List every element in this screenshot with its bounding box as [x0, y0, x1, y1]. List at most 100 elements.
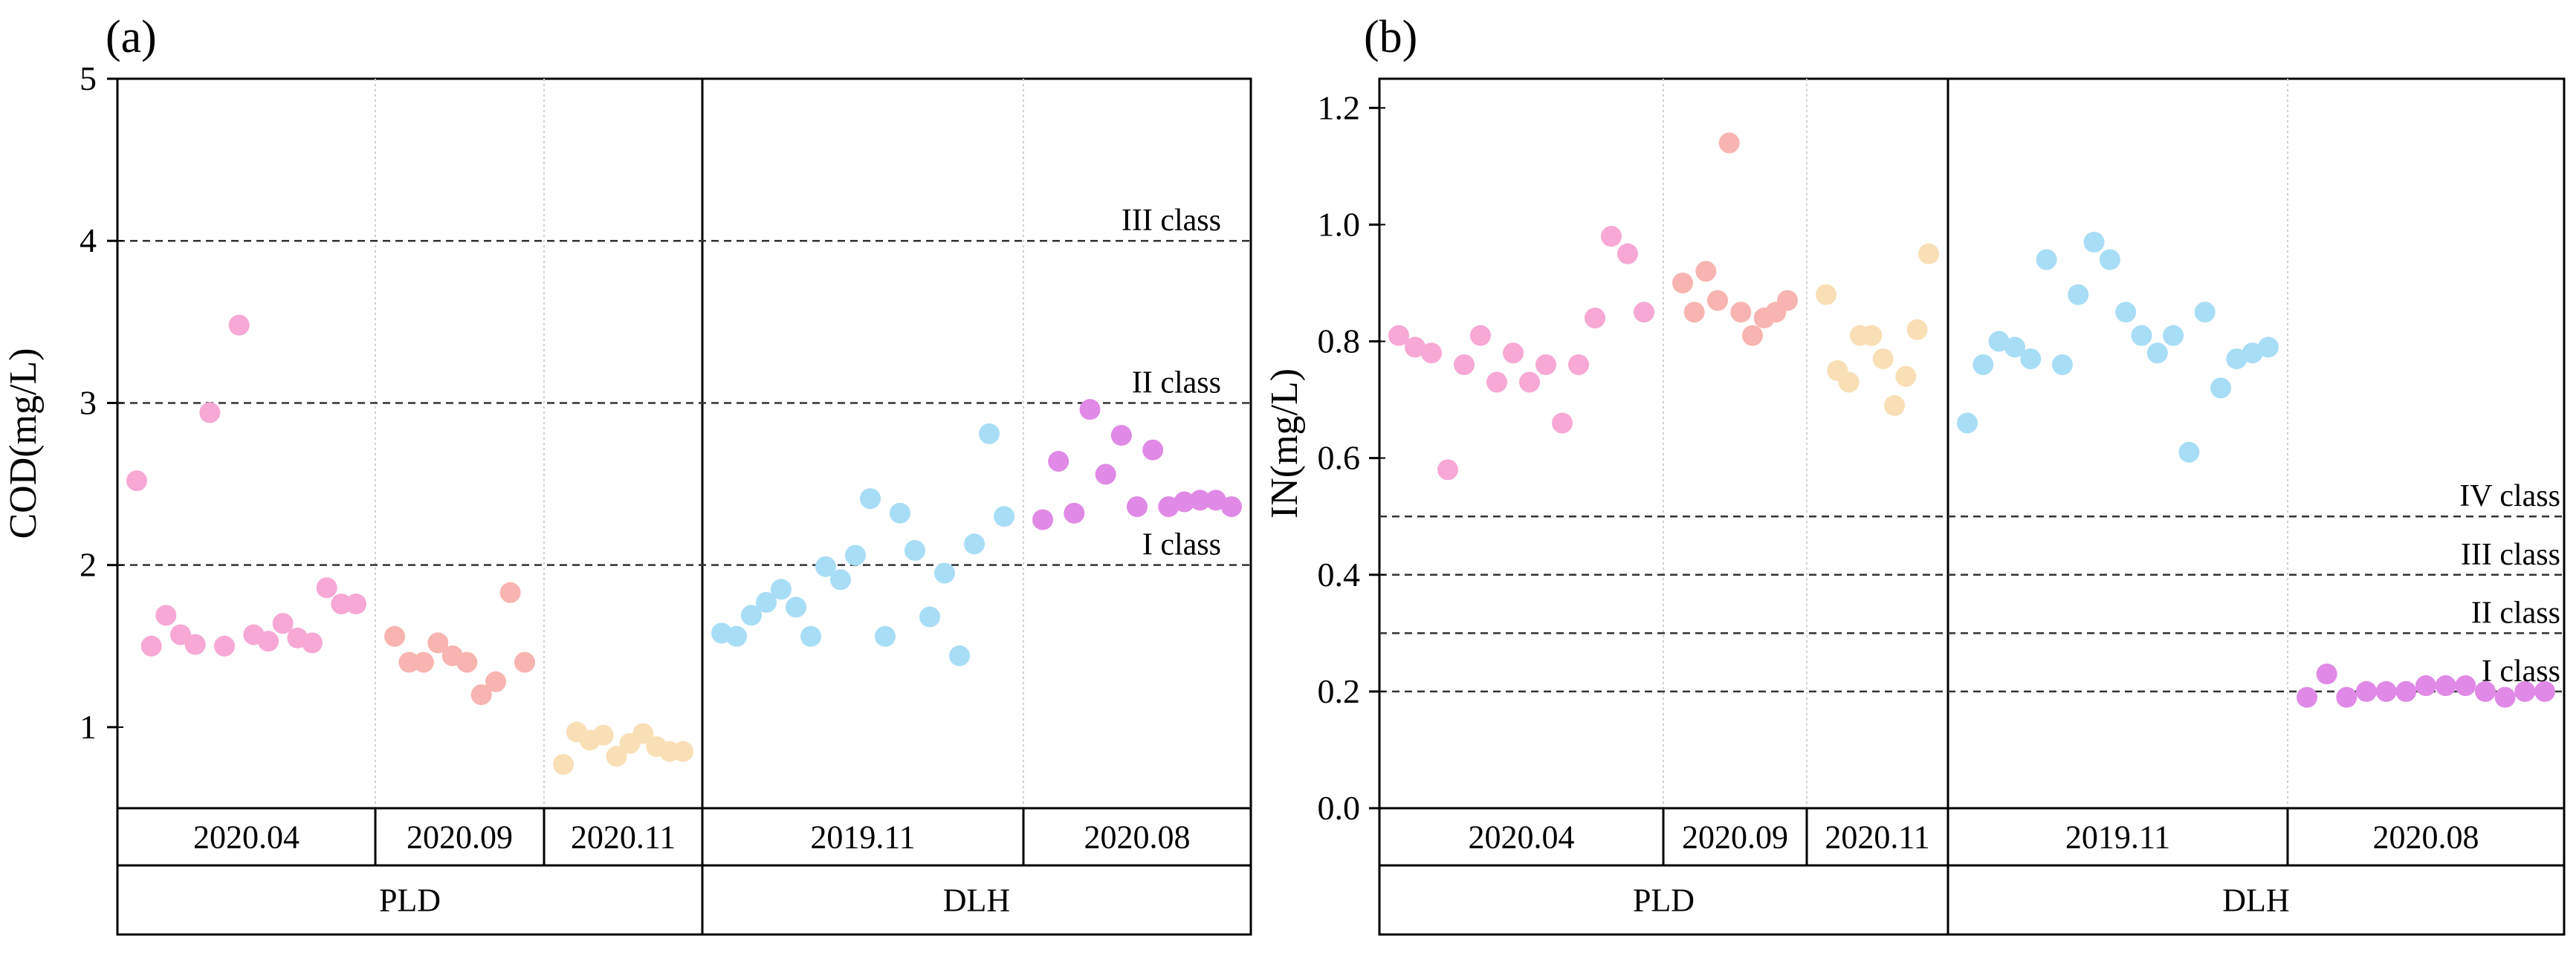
data-point — [800, 625, 821, 647]
category-label: 2020.08 — [1084, 819, 1191, 856]
data-point — [1872, 348, 1894, 370]
category-label: 2020.09 — [1682, 819, 1788, 856]
y-axis-label: IN(mg/L) — [1263, 368, 1306, 518]
data-point — [258, 631, 279, 652]
y-tick-label: 5 — [80, 59, 97, 97]
data-point — [2068, 284, 2089, 305]
data-point — [2258, 337, 2279, 358]
data-point — [1957, 412, 1978, 434]
data-point — [514, 651, 535, 673]
data-point — [2226, 348, 2247, 370]
data-point — [1742, 325, 1763, 346]
data-point — [1421, 342, 1442, 364]
data-point — [485, 671, 507, 692]
category-label: 2019.11 — [810, 819, 915, 856]
data-point — [2455, 675, 2476, 697]
y-tick-label: 0.8 — [1318, 322, 1361, 360]
data-point — [2020, 348, 2042, 370]
data-point — [1079, 399, 1101, 420]
data-point — [1032, 509, 1053, 530]
y-tick-label: 1.0 — [1318, 205, 1361, 243]
data-point — [2395, 680, 2417, 702]
data-point — [2051, 354, 2073, 375]
data-point — [2375, 680, 2397, 702]
data-point — [845, 544, 866, 566]
panel-label: (a) — [106, 12, 157, 62]
data-point — [592, 724, 614, 746]
data-point — [786, 596, 806, 618]
data-point — [1601, 226, 1622, 247]
data-point — [2210, 377, 2232, 399]
data-point — [1535, 354, 1556, 375]
data-point — [499, 582, 521, 603]
data-point — [331, 594, 352, 615]
data-point — [155, 605, 177, 626]
data-point — [1884, 394, 1905, 416]
data-point — [1503, 342, 1524, 364]
y-axis-label: COD(mg/L) — [2, 348, 45, 539]
data-point — [346, 594, 366, 615]
data-point — [1838, 371, 1860, 393]
data-point — [904, 540, 925, 562]
data-point — [2194, 302, 2216, 323]
data-point — [470, 684, 492, 706]
data-point — [2336, 686, 2357, 708]
data-point — [272, 613, 294, 634]
y-tick-label: 1.2 — [1318, 88, 1361, 126]
data-point — [1064, 502, 1085, 524]
data-point — [184, 634, 206, 655]
data-point — [830, 569, 851, 591]
data-point — [1205, 490, 1226, 511]
data-point — [815, 556, 836, 577]
data-point — [2115, 302, 2137, 323]
data-point — [2163, 325, 2184, 346]
class-threshold-label: II class — [2471, 596, 2560, 630]
category-label: 2020.09 — [407, 819, 513, 856]
class-threshold-label: I class — [1142, 528, 1221, 562]
data-point — [1110, 425, 1132, 446]
data-point — [384, 625, 405, 647]
data-point — [934, 562, 955, 584]
data-point — [2415, 675, 2436, 697]
data-point — [2146, 342, 2168, 364]
data-point — [1127, 496, 1148, 518]
data-point — [427, 632, 449, 654]
data-point — [2083, 231, 2105, 253]
y-tick-label: 1 — [80, 708, 97, 746]
panel-label: (b) — [1364, 12, 1417, 62]
data-point — [1095, 464, 1116, 485]
data-point — [1988, 331, 2010, 352]
data-point — [632, 723, 654, 744]
data-point — [1861, 325, 1883, 346]
data-point — [919, 606, 940, 628]
data-point — [1707, 290, 1728, 311]
data-point — [1718, 132, 1740, 154]
data-point — [1189, 490, 1211, 511]
plot-frame — [116, 77, 1252, 810]
data-point — [2514, 680, 2536, 702]
group-label: PLD — [379, 882, 441, 919]
data-point — [994, 506, 1014, 527]
data-point — [1388, 325, 1409, 346]
class-threshold-label: III class — [1122, 204, 1221, 238]
data-point — [2099, 249, 2120, 270]
data-point — [214, 635, 235, 657]
class-threshold-label: III class — [2461, 538, 2560, 572]
data-point — [2534, 680, 2555, 702]
y-tick-label: 0.0 — [1318, 789, 1361, 827]
data-point — [673, 741, 693, 762]
data-point — [2004, 337, 2025, 358]
data-point — [890, 502, 910, 524]
y-tick-label: 0.4 — [1318, 556, 1361, 594]
data-point — [741, 605, 762, 626]
chart-panel-cod: I class II class III class 1 2 3 4 5 COD(mg/L) (a… — [2, 12, 1252, 936]
data-point — [1585, 308, 1605, 329]
data-point — [860, 488, 881, 510]
data-point — [2475, 680, 2496, 702]
data-point — [1174, 491, 1195, 513]
data-point — [1973, 354, 1994, 375]
class-threshold-label: II class — [1132, 365, 1221, 400]
data-point — [398, 651, 420, 673]
